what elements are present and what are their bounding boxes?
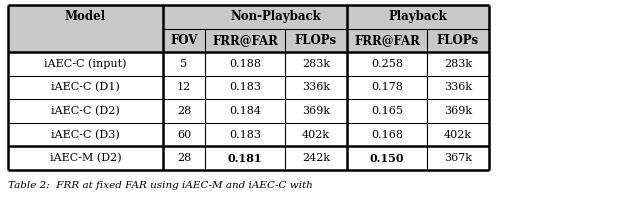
Text: iAEC-C (D2): iAEC-C (D2) bbox=[51, 106, 120, 116]
Text: 283k: 283k bbox=[302, 59, 330, 69]
Text: 0.150: 0.150 bbox=[370, 153, 404, 164]
Text: Non-Playback: Non-Playback bbox=[230, 10, 321, 23]
Text: FLOPs: FLOPs bbox=[295, 34, 337, 47]
Text: 283k: 283k bbox=[444, 59, 472, 69]
Text: FRR@FAR: FRR@FAR bbox=[354, 34, 420, 47]
Text: 367k: 367k bbox=[444, 153, 472, 163]
Text: Playback: Playback bbox=[388, 10, 447, 23]
Text: 336k: 336k bbox=[302, 83, 330, 92]
Text: 60: 60 bbox=[177, 130, 191, 140]
Text: 242k: 242k bbox=[302, 153, 330, 163]
Text: 28: 28 bbox=[177, 153, 191, 163]
Text: 402k: 402k bbox=[444, 130, 472, 140]
Text: iAEC-M (D2): iAEC-M (D2) bbox=[50, 153, 122, 163]
Text: Model: Model bbox=[65, 10, 106, 23]
Text: 369k: 369k bbox=[444, 106, 472, 116]
Text: 5: 5 bbox=[180, 59, 188, 69]
Text: iAEC-C (input): iAEC-C (input) bbox=[44, 59, 127, 69]
Text: 0.168: 0.168 bbox=[371, 130, 403, 140]
Text: iAEC-C (D3): iAEC-C (D3) bbox=[51, 130, 120, 140]
Text: 0.258: 0.258 bbox=[371, 59, 403, 69]
Text: 0.188: 0.188 bbox=[229, 59, 261, 69]
Text: 0.183: 0.183 bbox=[229, 83, 261, 92]
Text: 28: 28 bbox=[177, 106, 191, 116]
Text: 0.184: 0.184 bbox=[229, 106, 261, 116]
Text: iAEC-C (D1): iAEC-C (D1) bbox=[51, 82, 120, 93]
Text: 0.183: 0.183 bbox=[229, 130, 261, 140]
Text: 0.178: 0.178 bbox=[371, 83, 403, 92]
Text: 0.165: 0.165 bbox=[371, 106, 403, 116]
Text: FLOPs: FLOPs bbox=[437, 34, 479, 47]
Text: Table 2:  FRR at fixed FAR using iAEC-M and iAEC-C with: Table 2: FRR at fixed FAR using iAEC-M a… bbox=[8, 180, 313, 189]
Text: 0.181: 0.181 bbox=[228, 153, 262, 164]
Text: 402k: 402k bbox=[302, 130, 330, 140]
Text: 12: 12 bbox=[177, 83, 191, 92]
Text: 336k: 336k bbox=[444, 83, 472, 92]
Text: FOV: FOV bbox=[170, 34, 198, 47]
Text: FRR@FAR: FRR@FAR bbox=[212, 34, 278, 47]
Text: 369k: 369k bbox=[302, 106, 330, 116]
